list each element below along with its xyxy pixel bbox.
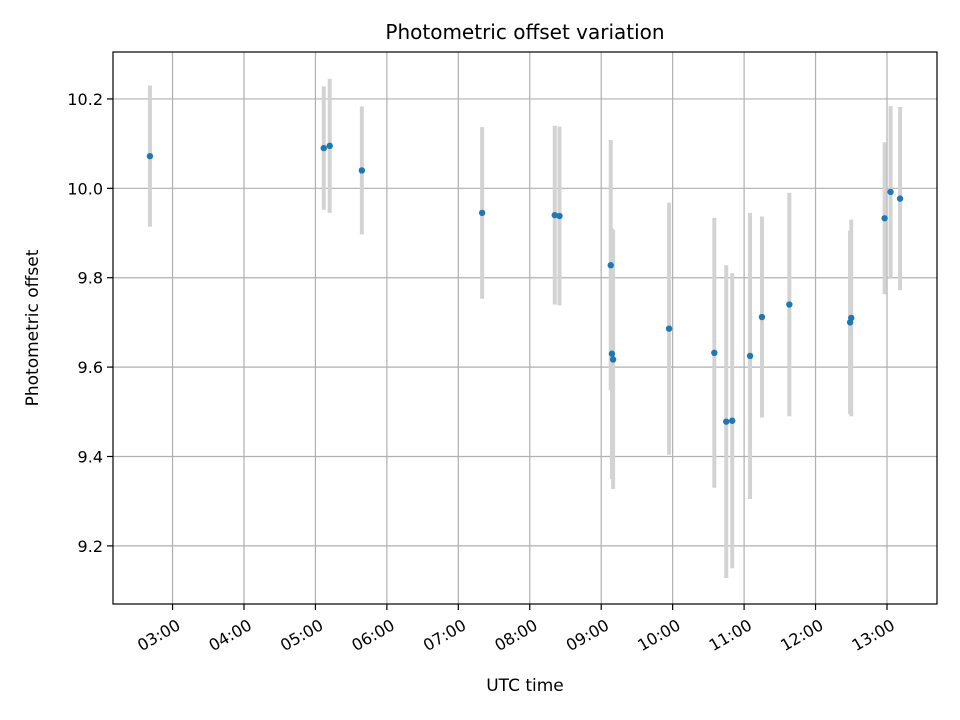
y-tick-label: 9.8: [78, 269, 103, 288]
grid: [113, 52, 937, 604]
data-point: [896, 195, 904, 202]
data-point: [881, 215, 888, 222]
data-point: [746, 352, 754, 360]
data-point: [326, 142, 333, 150]
data-point: [848, 314, 855, 322]
chart-title: Photometric offset variation: [385, 20, 664, 44]
data-point: [608, 350, 616, 357]
data-point: [711, 349, 718, 357]
data-point: [758, 313, 766, 321]
data-point: [146, 152, 154, 160]
data-point: [478, 209, 486, 217]
y-axis-ticks: 9.2 9.4 9.6 9.8 10.0 10.2: [67, 90, 113, 556]
plot-frame: [112, 51, 938, 605]
data-point: [609, 356, 617, 363]
data-point: [887, 188, 894, 196]
plot-area: [113, 52, 937, 604]
data-point: [665, 325, 673, 332]
data-point: [556, 212, 563, 220]
data-points: [146, 142, 904, 425]
data-point: [728, 417, 736, 424]
y-tick-label: 10.2: [67, 90, 103, 109]
data-point: [320, 144, 327, 152]
x-axis-title: UTC time: [486, 676, 564, 696]
y-tick-label: 9.2: [78, 537, 103, 556]
y-tick-label: 10.0: [67, 179, 103, 198]
y-tick-label: 9.4: [78, 448, 103, 467]
y-tick-label: 9.6: [78, 358, 103, 377]
data-point: [358, 167, 366, 174]
data-point: [723, 418, 730, 425]
y-axis-title: Photometric offset: [23, 249, 43, 406]
data-point: [607, 262, 614, 269]
data-point: [551, 211, 558, 219]
data-point: [786, 301, 793, 308]
